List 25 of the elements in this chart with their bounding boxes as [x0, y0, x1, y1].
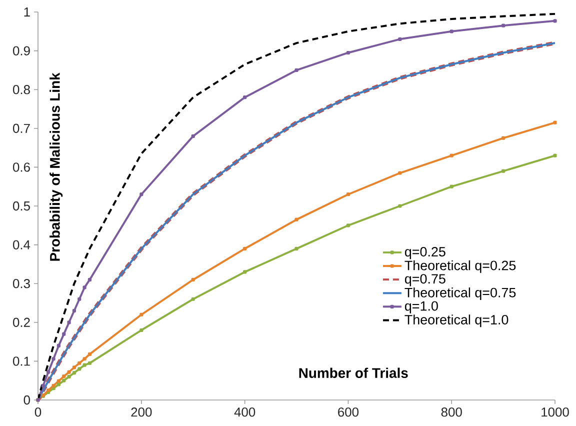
y-tick-label: 1: [24, 8, 30, 16]
legend-label: Theoretical q=0.25: [404, 260, 516, 273]
y-tick-label: 0.4: [12, 240, 30, 250]
y-tick-label: 0.3: [12, 279, 30, 288]
x-axis-title: Number of Trials: [299, 368, 408, 378]
legend-label: q=1.0: [404, 301, 438, 314]
y-tick-label: 0.7: [12, 124, 30, 133]
legend-label: q=0.75: [404, 274, 446, 286]
x-tick-label: 1000: [542, 408, 569, 417]
y-tick-label: 0.6: [12, 162, 30, 172]
y-axis-title: Probability of Malicious Link: [50, 72, 63, 261]
legend-label: Theoretical q=1.0: [404, 314, 508, 328]
y-tick-label: 0.1: [12, 356, 30, 366]
y-tick-label: 0.9: [12, 46, 30, 56]
x-tick-label: 800: [441, 408, 462, 417]
legend-label: q=0.25: [404, 246, 446, 260]
legend-label: Theoretical q=0.75: [404, 287, 516, 300]
x-tick-label: 0: [34, 408, 42, 417]
y-tick-label: 0.8: [12, 85, 30, 94]
y-tick-label: 0.2: [12, 318, 30, 327]
y-tick-label: 0.5: [12, 201, 30, 211]
y-tick-label: 0: [24, 395, 30, 405]
x-tick-label: 200: [131, 408, 152, 417]
x-tick-label: 400: [234, 408, 256, 417]
x-tick-label: 600: [338, 408, 359, 417]
